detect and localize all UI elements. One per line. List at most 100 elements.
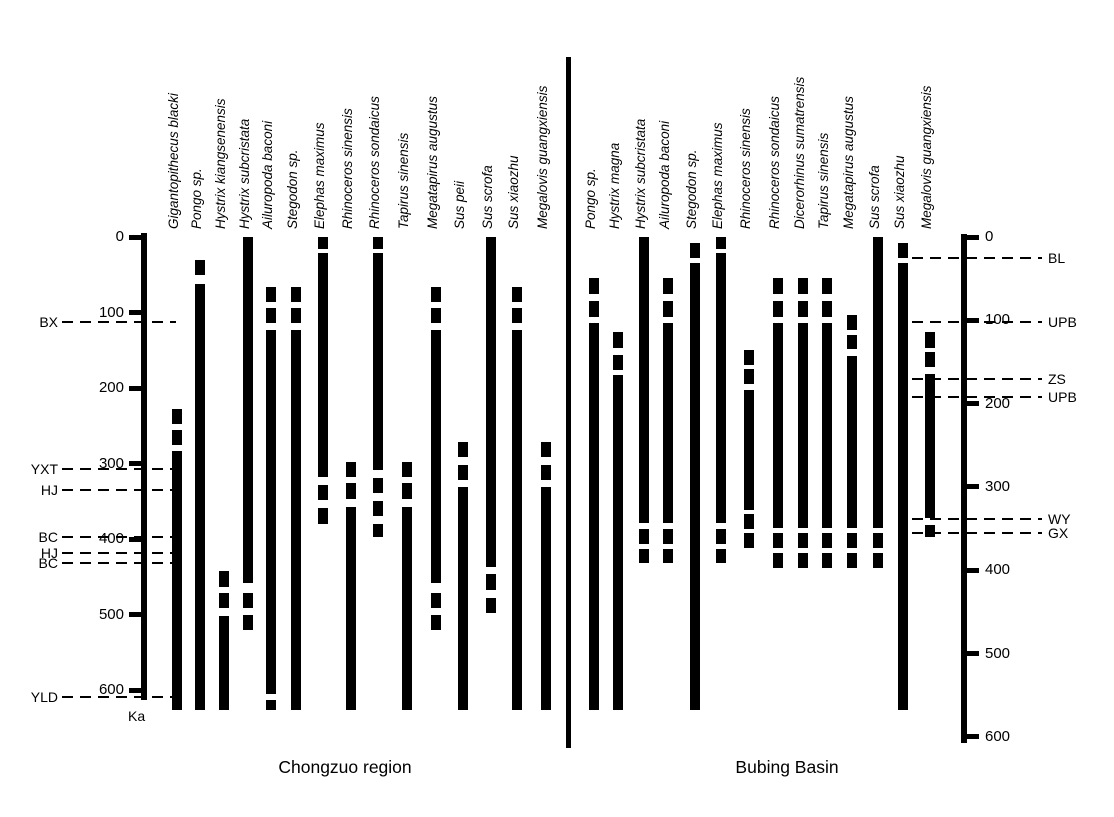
species-label: Tapirus sinensis: [396, 132, 411, 229]
site-line-label: UPB: [1048, 388, 1077, 405]
range-bar-segment: [690, 242, 700, 258]
site-line-label: BL: [1048, 249, 1066, 266]
range-bar-segment: [873, 552, 883, 568]
site-line: [62, 467, 176, 470]
axis-tick-label: 400: [985, 561, 1011, 579]
range-bar-segment: [195, 259, 205, 275]
site-line-label: UPB: [1048, 313, 1077, 330]
range-bar-segment: [589, 277, 599, 294]
range-bar-segment: [266, 307, 276, 324]
range-bar-segment: [639, 237, 649, 523]
site-line: [912, 256, 1042, 259]
range-bar-segment: [172, 450, 182, 710]
range-bar-segment: [431, 592, 441, 608]
range-bar-segment: [402, 483, 412, 499]
species-label: Stegodon sp.: [684, 149, 699, 229]
range-bar-segment: [402, 461, 412, 478]
species-label: Hystrix subcristata: [633, 118, 648, 229]
range-bar-segment: [744, 514, 754, 530]
range-bar-segment: [486, 597, 496, 613]
range-bar-segment: [172, 409, 182, 425]
range-bar-segment: [663, 528, 673, 544]
axis-tick: [967, 317, 979, 323]
species-label: Tapirus sinensis: [816, 132, 831, 229]
site-line: [62, 562, 176, 565]
species-label: Rhinoceros sinensis: [340, 108, 355, 229]
site-line-label: WY: [1048, 511, 1071, 528]
species-label: Pongo sp.: [189, 168, 204, 229]
range-bar-segment: [346, 507, 356, 710]
range-bar-segment: [172, 429, 182, 445]
range-bar-segment: [318, 508, 328, 524]
range-bar-segment: [847, 552, 857, 568]
axis-tick: [129, 536, 141, 542]
range-bar-segment: [512, 329, 522, 710]
site-line: [912, 395, 1042, 398]
axis-tick: [967, 734, 979, 740]
axis-tick-label: 100: [985, 311, 1011, 329]
site-line-label: HJ: [40, 481, 58, 498]
range-bar-segment: [716, 528, 726, 544]
range-bar-segment: [822, 277, 832, 294]
region-label-chongzuo: Chongzuo region: [278, 757, 412, 777]
range-bar-segment: [773, 532, 783, 548]
range-bar-segment: [512, 307, 522, 324]
range-bar-segment: [266, 699, 276, 710]
range-bar-segment: [773, 552, 783, 568]
range-bar-segment: [458, 442, 468, 458]
species-label: Rhinoceros sondaicus: [767, 96, 782, 229]
range-bar-segment: [716, 237, 726, 249]
range-bar-segment: [373, 523, 383, 537]
site-line-label: GX: [1048, 524, 1069, 541]
range-bar-segment: [873, 532, 883, 548]
axis-tick-label: 100: [98, 303, 124, 321]
range-bar-segment: [613, 375, 623, 711]
region-label-bubing: Bubing Basin: [735, 757, 839, 777]
axis-tick: [967, 567, 979, 573]
species-label: Sus scrofa: [480, 165, 495, 229]
axis-tick-label: 0: [115, 228, 124, 245]
range-bar-segment: [486, 574, 496, 591]
range-bar-segment: [291, 307, 301, 324]
range-bar-segment: [716, 252, 726, 523]
ka-unit-label: Ka: [128, 708, 146, 724]
range-bar-segment: [243, 592, 253, 608]
right-axis: [961, 234, 967, 743]
site-line: [912, 320, 1042, 323]
site-line: [62, 535, 176, 538]
axis-tick-label: 400: [98, 530, 124, 547]
site-line: [912, 518, 1042, 521]
axis-tick-label: 0: [985, 228, 994, 245]
range-bar-segment: [873, 237, 883, 528]
axis-tick: [967, 484, 979, 490]
range-bar-segment: [847, 335, 857, 349]
range-bar-segment: [822, 301, 832, 317]
range-bar-segment: [773, 277, 783, 294]
range-bar-segment: [925, 351, 935, 367]
range-bar-segment: [773, 322, 783, 528]
range-bar-segment: [486, 237, 496, 567]
range-bar-segment: [589, 322, 599, 711]
range-bar-segment: [346, 483, 356, 499]
species-label: Dicerorhinus sumatrensis: [792, 76, 807, 229]
axis-tick-label: 500: [98, 605, 124, 623]
species-label: Sus peii: [452, 180, 467, 229]
site-line-label: HJ: [40, 545, 58, 562]
axis-tick: [967, 651, 979, 657]
range-bar-segment: [512, 286, 522, 302]
site-line: [62, 321, 176, 324]
range-bar-segment: [798, 552, 808, 568]
range-bar-segment: [458, 486, 468, 710]
species-label: Hystrix kiangsenensis: [213, 98, 228, 229]
species-label: Stegodon sp.: [285, 149, 300, 229]
range-bar-segment: [431, 286, 441, 302]
species-label: Sus xiaozhu: [506, 155, 521, 229]
range-bar-segment: [663, 548, 673, 563]
site-line-label: YXT: [30, 460, 58, 477]
species-label: Elephas maximus: [312, 122, 327, 229]
species-label: Megatapirus augustus: [425, 96, 440, 229]
range-bar-segment: [744, 368, 754, 384]
left-axis: [141, 233, 147, 700]
range-bar-segment: [431, 307, 441, 324]
